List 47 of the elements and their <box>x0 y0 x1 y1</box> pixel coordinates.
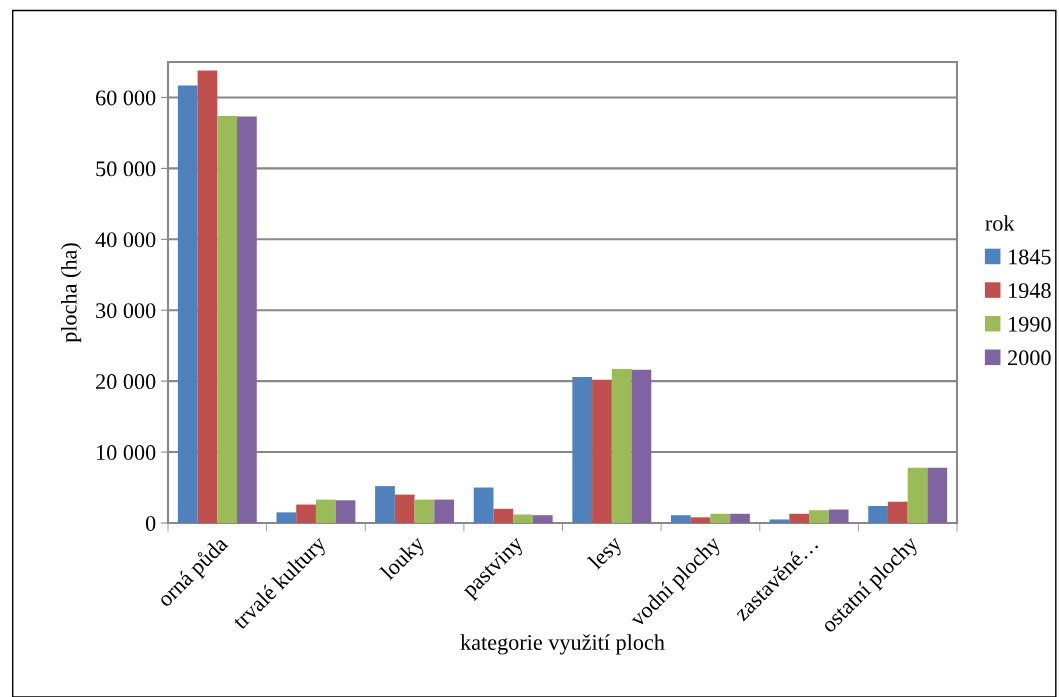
bar <box>572 376 593 523</box>
bar <box>394 494 415 523</box>
x-tick-label: lesy <box>586 534 627 574</box>
legend-title: rok <box>985 215 1015 231</box>
bar <box>730 513 750 523</box>
bar <box>197 70 218 523</box>
bar <box>473 487 494 523</box>
bar <box>315 499 336 523</box>
y-tick-label: 20 000 <box>96 374 156 390</box>
bar <box>868 505 888 523</box>
bar <box>414 499 435 523</box>
y-tick-label: 10 000 <box>97 445 156 461</box>
bar <box>217 115 238 523</box>
y-tick-label: 40 000 <box>95 232 156 248</box>
bar <box>177 85 198 523</box>
bar <box>828 509 849 523</box>
bar <box>887 501 908 523</box>
bar <box>276 512 297 523</box>
bar <box>789 513 810 523</box>
bar <box>690 517 711 523</box>
bar <box>809 510 829 523</box>
bar <box>375 486 395 523</box>
bar <box>631 369 652 523</box>
bar <box>513 514 533 523</box>
legend-label: 1990 <box>1009 316 1051 332</box>
bar <box>532 515 553 523</box>
y-tick-label: 30 000 <box>96 303 156 319</box>
bar <box>434 499 455 523</box>
bar <box>611 369 632 523</box>
bar <box>296 504 316 523</box>
bar <box>670 515 691 523</box>
legend-label: 2000 <box>1008 350 1051 366</box>
legend-label: 1845 <box>1009 249 1051 265</box>
legend-label: 1948 <box>1009 283 1051 299</box>
y-tick-label: 60 000 <box>96 90 156 106</box>
y-tick-label: 0 <box>145 515 156 531</box>
bar <box>769 519 790 523</box>
bar <box>710 513 731 523</box>
bar <box>907 467 928 523</box>
bar <box>335 500 356 523</box>
y-tick-label: 50 000 <box>96 161 156 177</box>
bar <box>493 508 514 523</box>
bar <box>592 379 612 523</box>
bar <box>237 116 257 523</box>
y-axis-title: plocha (ha) <box>61 243 82 343</box>
x-axis-title: kategorie využití ploch <box>460 634 665 655</box>
bar <box>927 467 948 523</box>
